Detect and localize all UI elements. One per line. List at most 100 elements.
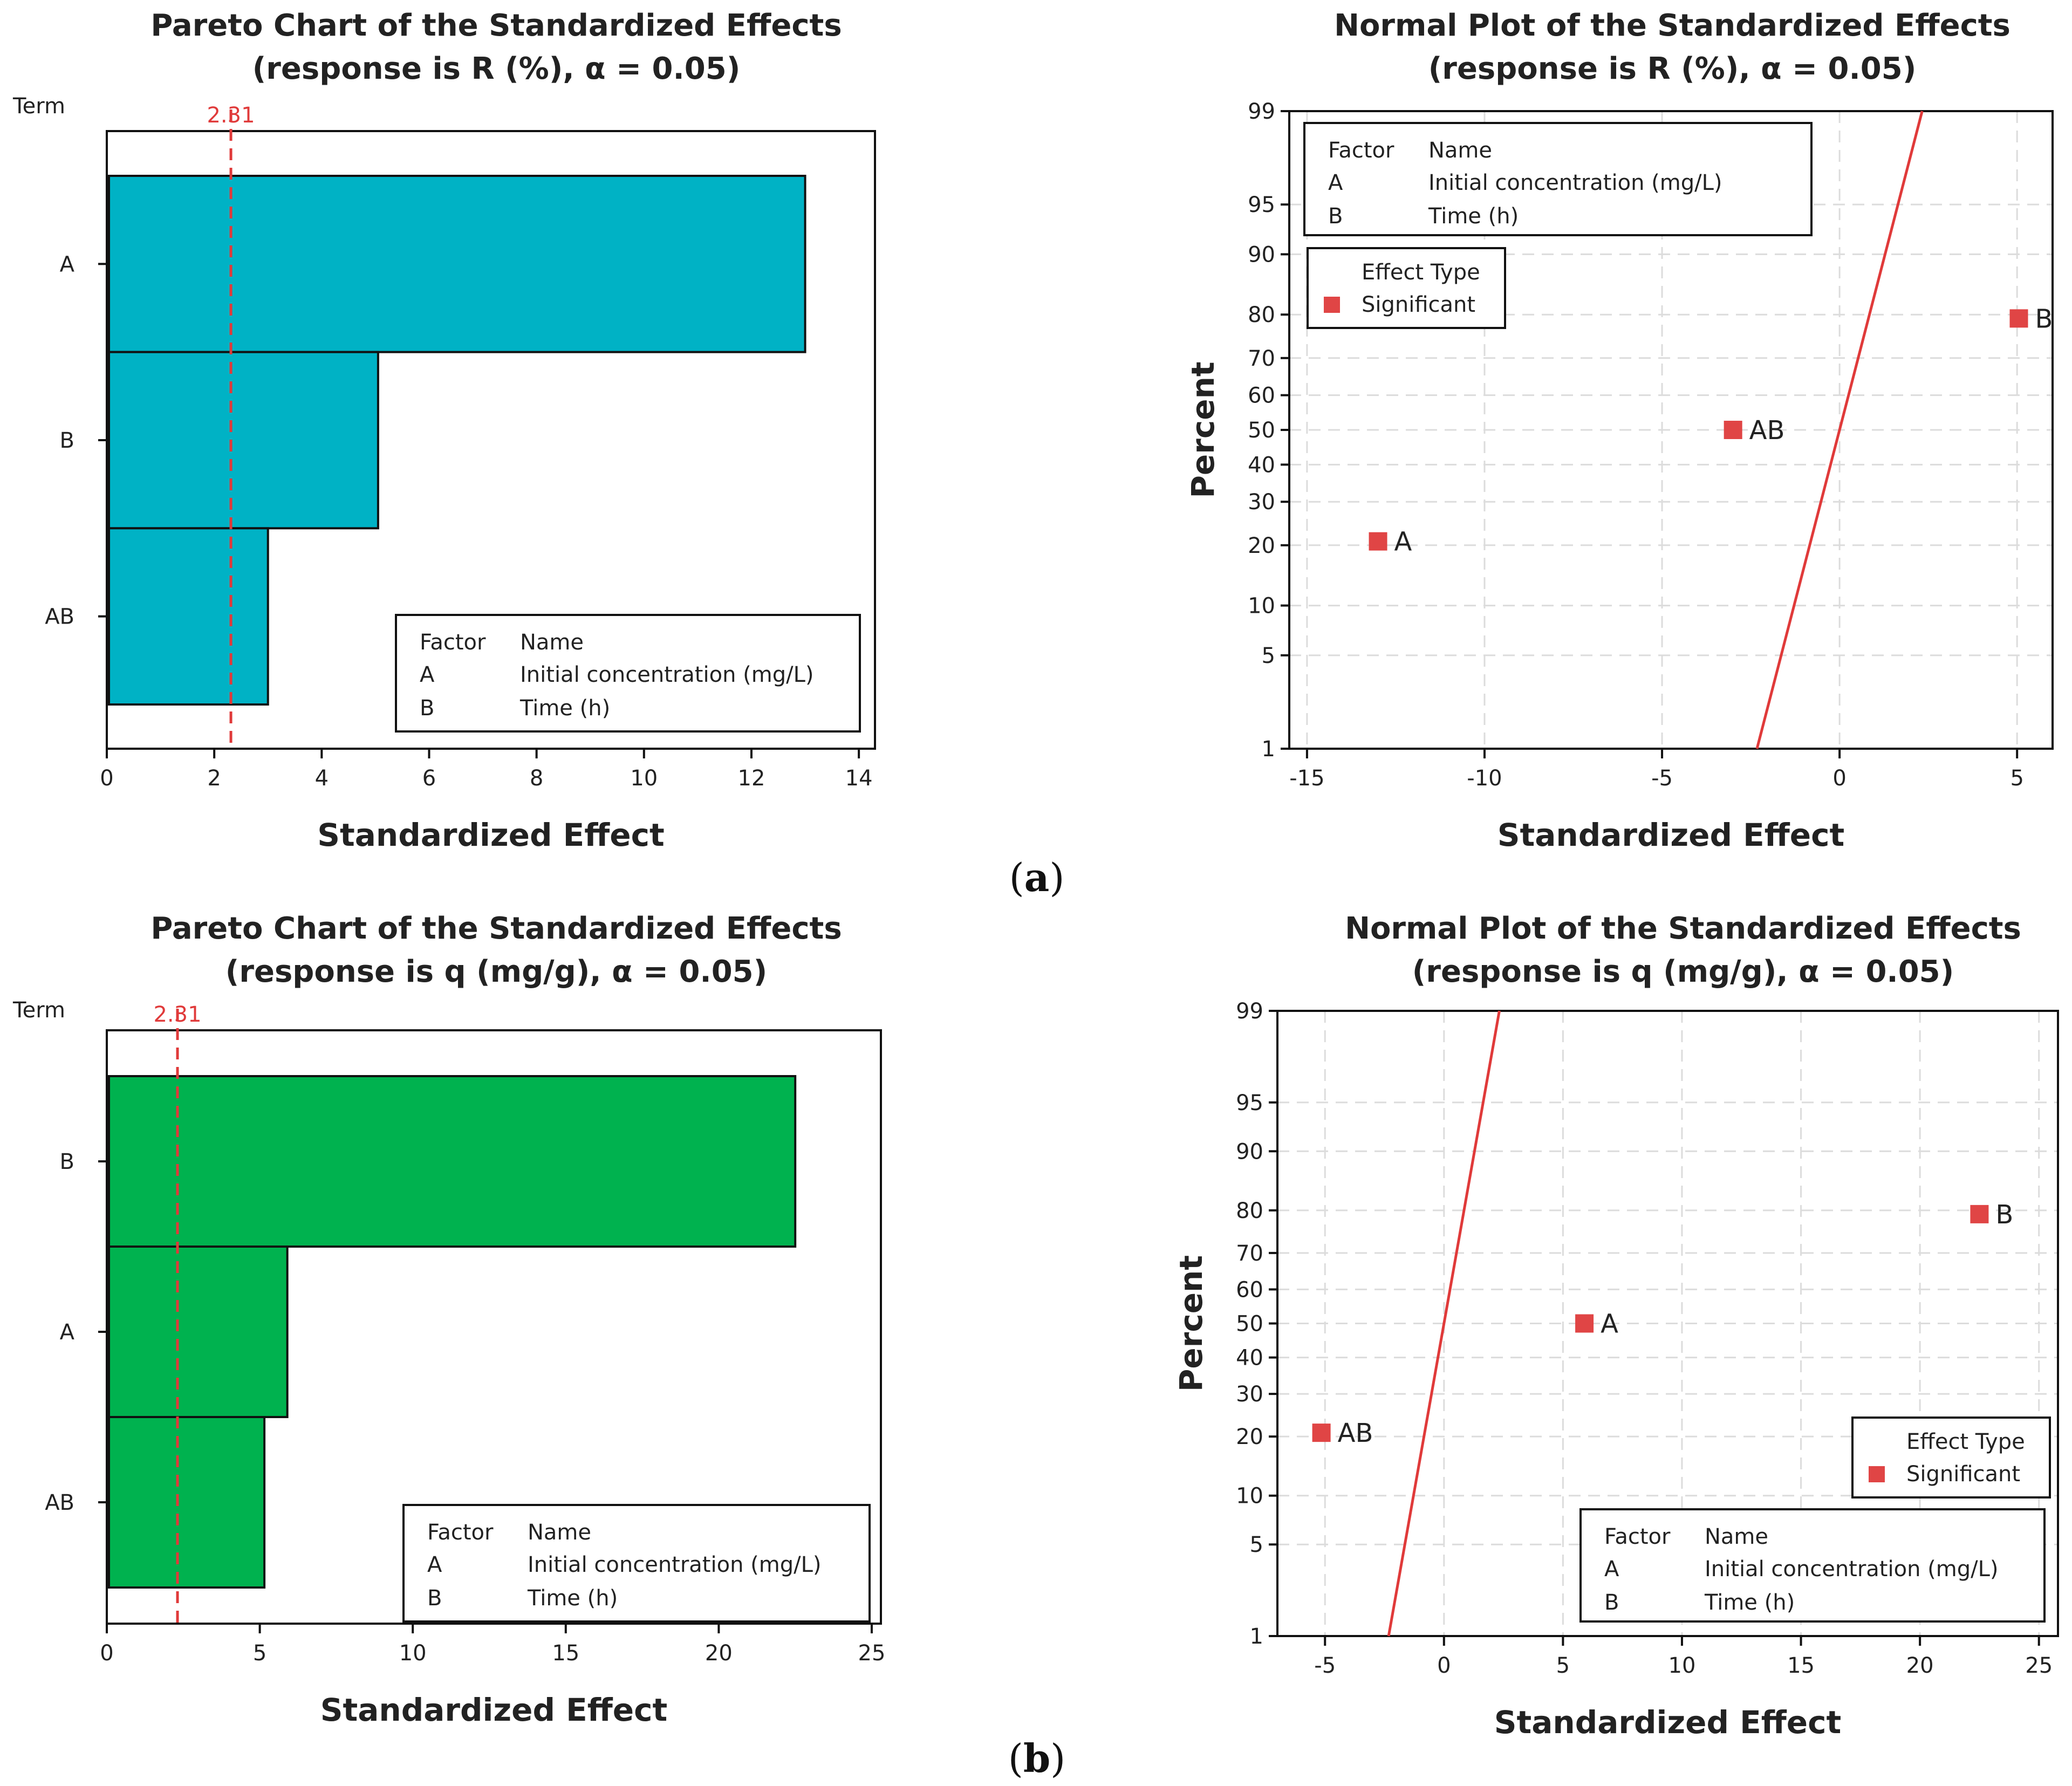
- factor-legend-name: Time (h): [527, 1586, 618, 1611]
- pareto-chart-a: Pareto Chart of the Standardized Effects…: [12, 8, 876, 853]
- chart-subtitle: (response is q (mg/g), α = 0.05): [225, 954, 767, 989]
- factor-legend-code: B: [1328, 204, 1343, 229]
- x-axis-title: Standardized Effect: [320, 1692, 667, 1728]
- x-tick-label: 5: [253, 1641, 266, 1666]
- x-tick-label: 20: [1906, 1653, 1934, 1678]
- critical-value-label: 2.31: [207, 103, 255, 128]
- y-tick-label: 20: [1236, 1425, 1263, 1449]
- y-tick-label: 20: [1248, 533, 1275, 558]
- y-tick-label: 99: [1236, 999, 1263, 1024]
- factor-legend-code: B: [420, 696, 434, 721]
- x-tick-label: 15: [552, 1641, 579, 1666]
- pareto-chart-b: Pareto Chart of the Standardized Effects…: [12, 911, 885, 1728]
- panel-b-close: ): [1050, 1736, 1065, 1781]
- effect-type-legend-title: Effect Type: [1906, 1429, 2025, 1454]
- y-tick-label: 60: [1236, 1277, 1263, 1302]
- factor-legend-box: [395, 614, 861, 733]
- factor-legend-header-name: Name: [1428, 138, 1492, 163]
- effect-point-A: [1369, 532, 1387, 551]
- x-tick-label: 0: [100, 1641, 113, 1666]
- effect-point-label: AB: [1338, 1418, 1373, 1448]
- factor-legend-code: A: [427, 1552, 442, 1577]
- bar-B: [108, 1075, 797, 1248]
- bar-A: [108, 175, 806, 353]
- x-tick-label: 15: [1787, 1653, 1815, 1678]
- x-tick-label: 4: [315, 766, 329, 791]
- y-tick-label: 95: [1248, 193, 1275, 217]
- factor-legend-name: Time (h): [1428, 204, 1519, 229]
- normal-reference-line: [1755, 111, 1924, 749]
- x-tick-label: 25: [858, 1641, 886, 1666]
- effect-point-AB: [1724, 421, 1742, 439]
- chart-title: Normal Plot of the Standardized Effects: [1334, 8, 2011, 43]
- chart-subtitle: (response is R (%), α = 0.05): [1428, 51, 1917, 86]
- y-tick-label: 99: [1248, 99, 1275, 124]
- y-tick-label: 10: [1236, 1484, 1263, 1509]
- term-axis-label: Term: [12, 998, 65, 1023]
- significant-marker: [1869, 1466, 1885, 1482]
- factor-legend-header-name: Name: [528, 1520, 591, 1545]
- term-axis-label: Term: [12, 94, 65, 119]
- factor-legend-code: B: [1604, 1590, 1619, 1615]
- x-tick-label: 2: [207, 766, 221, 791]
- x-tick-label: 14: [845, 766, 873, 791]
- x-tick-label: 6: [422, 766, 436, 791]
- factor-legend-name: Initial concentration (mg/L): [1705, 1557, 1998, 1582]
- factor-legend-name: Time (h): [519, 696, 610, 721]
- effect-point-B: [2009, 309, 2028, 328]
- normal-reference-line: [1387, 1010, 1501, 1637]
- y-tick-label: 5: [1250, 1532, 1263, 1557]
- effect-type-legend-significant: Significant: [1362, 292, 1475, 317]
- x-tick-label: 0: [100, 766, 113, 791]
- factor-legend-name: Initial concentration (mg/L): [528, 1552, 821, 1577]
- y-tick-label: 80: [1236, 1199, 1263, 1223]
- critical-value-label: 2.31: [153, 1002, 201, 1027]
- panel-a-open: (: [1009, 855, 1024, 900]
- chart-subtitle: (response is R (%), α = 0.05): [252, 51, 741, 86]
- effect-point-label: A: [1601, 1309, 1618, 1339]
- panel-label-b: (b): [1008, 1735, 1066, 1781]
- x-tick-label: 5: [1556, 1653, 1570, 1678]
- x-tick-label: 0: [1832, 766, 1846, 791]
- chart-subtitle: (response is q (mg/g), α = 0.05): [1412, 954, 1954, 989]
- x-tick-label: 8: [530, 766, 543, 791]
- x-tick-label: 10: [630, 766, 658, 791]
- x-tick-label: 25: [2025, 1653, 2053, 1678]
- normal-plot-a: Normal Plot of the Standardized Effects (…: [1185, 8, 2054, 853]
- x-tick-label: 5: [2010, 766, 2023, 791]
- factor-legend-code: A: [420, 662, 435, 687]
- y-tick-label: 50: [1248, 418, 1275, 443]
- y-tick-label: 95: [1236, 1091, 1263, 1116]
- factor-legend-code: A: [1328, 170, 1343, 195]
- x-axis-title: Standardized Effect: [317, 817, 664, 853]
- bar-AB: [108, 1416, 266, 1589]
- x-axis-title: Standardized Effect: [1494, 1704, 1841, 1741]
- normal-plot-b: Normal Plot of the Standardized Effects (…: [1173, 911, 2059, 1741]
- y-tick-label: 30: [1248, 490, 1275, 515]
- x-tick-label: -15: [1289, 766, 1324, 791]
- x-tick-label: 10: [399, 1641, 427, 1666]
- factor-legend-name: Time (h): [1704, 1590, 1795, 1615]
- effect-point-AB: [1312, 1424, 1331, 1442]
- bar-AB: [108, 527, 269, 706]
- category-label: B: [60, 1149, 74, 1174]
- effect-point-label: B: [1995, 1200, 2013, 1230]
- factor-legend-name: Initial concentration (mg/L): [520, 662, 813, 687]
- x-tick-label: -5: [1314, 1653, 1336, 1678]
- y-tick-label: 70: [1248, 346, 1275, 371]
- x-tick-label: 0: [1437, 1653, 1451, 1678]
- effect-point-label: B: [2035, 304, 2053, 334]
- bar-A: [108, 1246, 289, 1418]
- chart-title: Pareto Chart of the Standardized Effects: [151, 8, 842, 43]
- x-axis-title: Standardized Effect: [1497, 817, 1844, 853]
- effect-type-legend-title: Effect Type: [1362, 260, 1480, 285]
- significant-marker: [1324, 297, 1340, 313]
- x-tick-label: 10: [1668, 1653, 1696, 1678]
- x-tick-label: 12: [738, 766, 765, 791]
- effect-point-label: AB: [1749, 415, 1785, 446]
- panel-a-letter: a: [1024, 854, 1050, 900]
- y-axis-title: Percent: [1173, 1255, 1209, 1392]
- y-tick-label: 70: [1236, 1241, 1263, 1266]
- y-tick-label: 30: [1236, 1382, 1263, 1407]
- factor-legend-header-factor: Factor: [427, 1520, 494, 1545]
